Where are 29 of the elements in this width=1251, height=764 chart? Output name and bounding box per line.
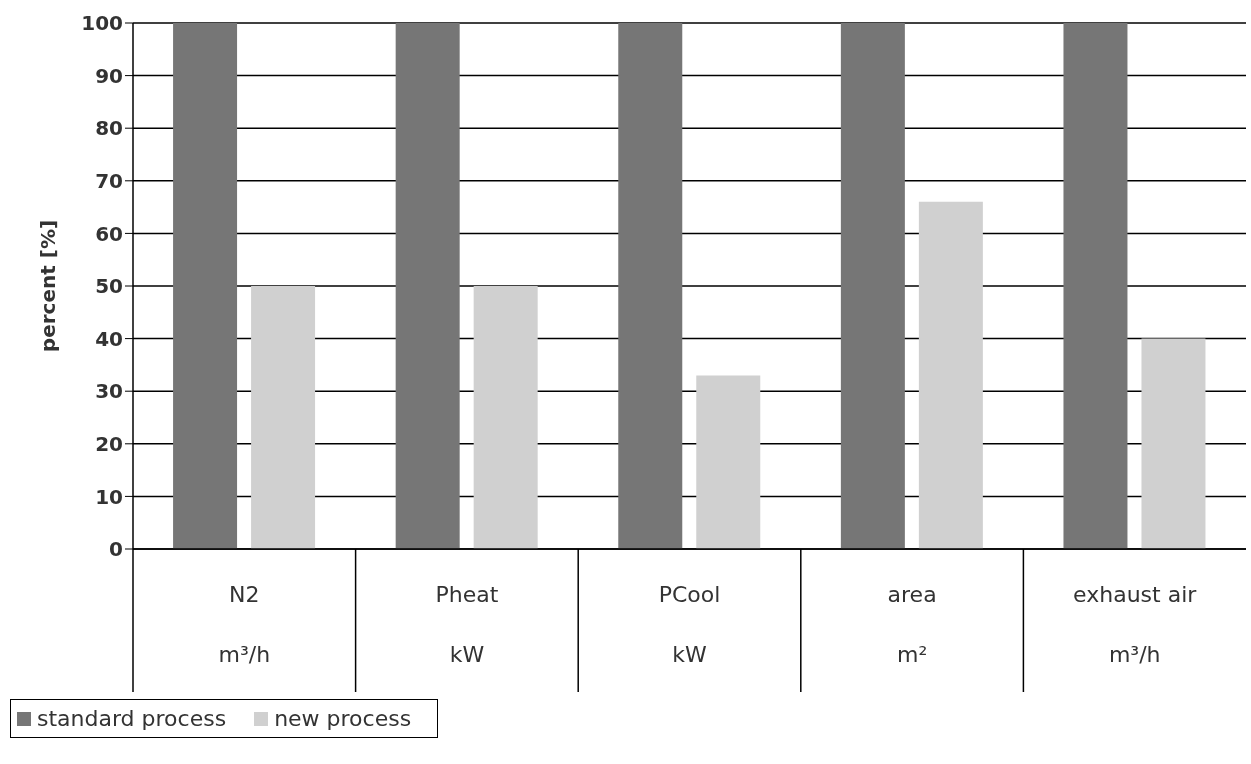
y-axis-title: percent [%] <box>36 219 61 353</box>
bar <box>918 201 983 549</box>
bar <box>1141 338 1206 549</box>
category-label: PCool kW <box>658 582 721 667</box>
legend-label: standard process <box>36 706 227 731</box>
y-tick-label: 30 <box>95 379 123 404</box>
bar <box>395 23 460 549</box>
y-tick-label: 50 <box>95 274 123 299</box>
y-tick-label: 80 <box>95 116 123 141</box>
bar <box>251 286 316 549</box>
bar <box>696 375 761 549</box>
category-label: N2 m³/h <box>218 582 271 667</box>
y-tick-label: 40 <box>95 326 123 351</box>
bar <box>473 286 538 549</box>
y-tick-label: 10 <box>95 484 123 509</box>
bar <box>840 23 905 549</box>
y-tick-label: 100 <box>81 11 123 36</box>
category-label: exhaust air m³/h <box>1073 582 1197 667</box>
category-label: Pheat kW <box>435 582 499 667</box>
y-tick-label: 70 <box>95 168 123 193</box>
y-tick-label: 0 <box>109 537 123 562</box>
y-tick-label: 20 <box>95 431 123 456</box>
bar <box>618 23 683 549</box>
y-tick-label: 60 <box>95 221 123 246</box>
bar <box>1063 23 1128 549</box>
y-tick-label: 90 <box>95 63 123 88</box>
legend-label: new process <box>273 706 412 731</box>
bar <box>173 23 238 549</box>
category-label: area m² <box>887 582 937 667</box>
